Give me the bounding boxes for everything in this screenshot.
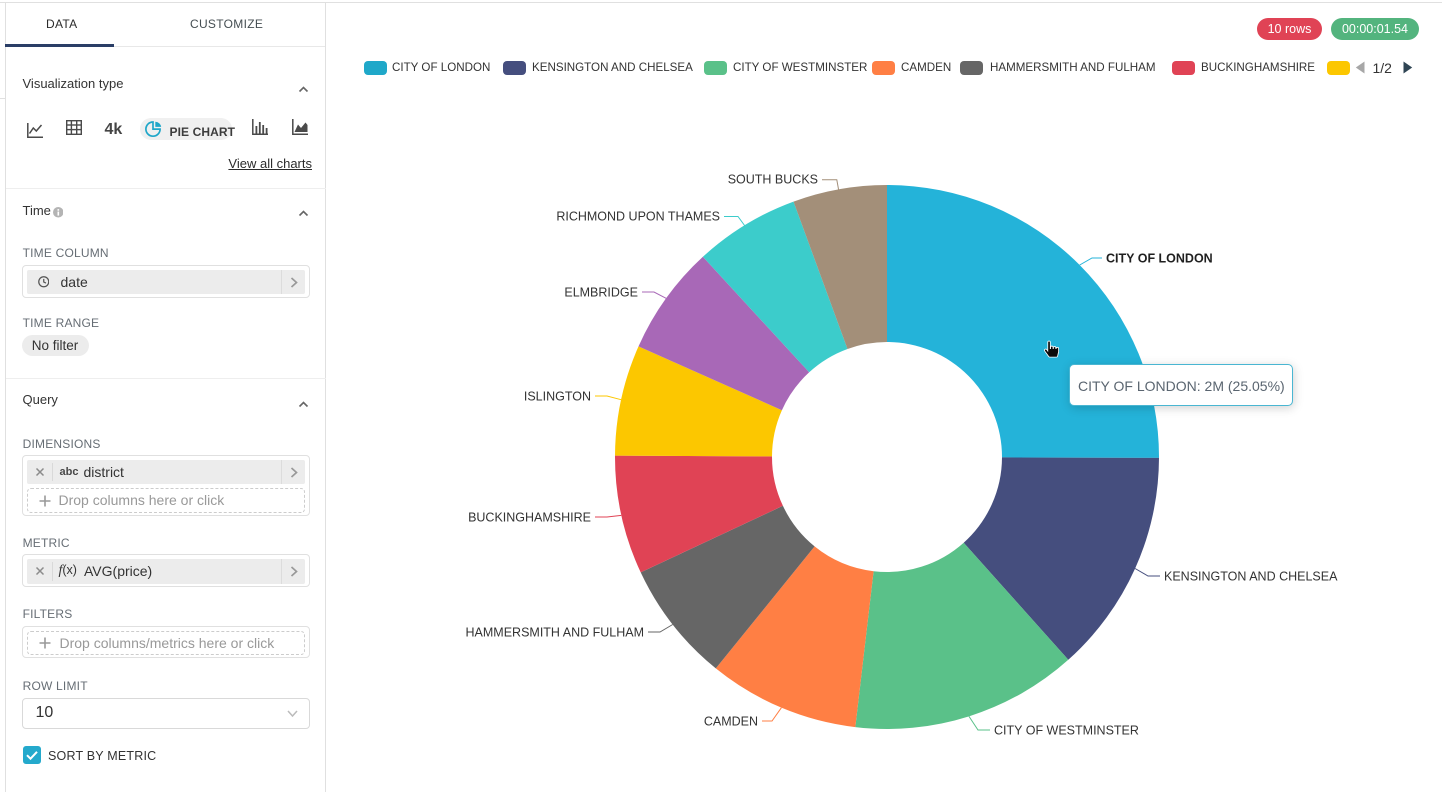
svg-text:CAMDEN: CAMDEN [704, 714, 758, 728]
svg-text:ISLINGTON: ISLINGTON [524, 389, 591, 403]
svg-text:KENSINGTON AND CHELSEA: KENSINGTON AND CHELSEA [1164, 569, 1338, 583]
svg-text:HAMMERSMITH AND FULHAM: HAMMERSMITH AND FULHAM [466, 625, 644, 639]
svg-text:CITY OF WESTMINSTER: CITY OF WESTMINSTER [994, 723, 1139, 737]
svg-text:SOUTH BUCKS: SOUTH BUCKS [728, 172, 818, 186]
svg-text:ELMBRIDGE: ELMBRIDGE [564, 285, 638, 299]
svg-text:BUCKINGHAMSHIRE: BUCKINGHAMSHIRE [468, 510, 591, 524]
svg-text:CITY OF LONDON: CITY OF LONDON [1106, 251, 1213, 265]
svg-text:RICHMOND UPON THAMES: RICHMOND UPON THAMES [556, 209, 720, 223]
